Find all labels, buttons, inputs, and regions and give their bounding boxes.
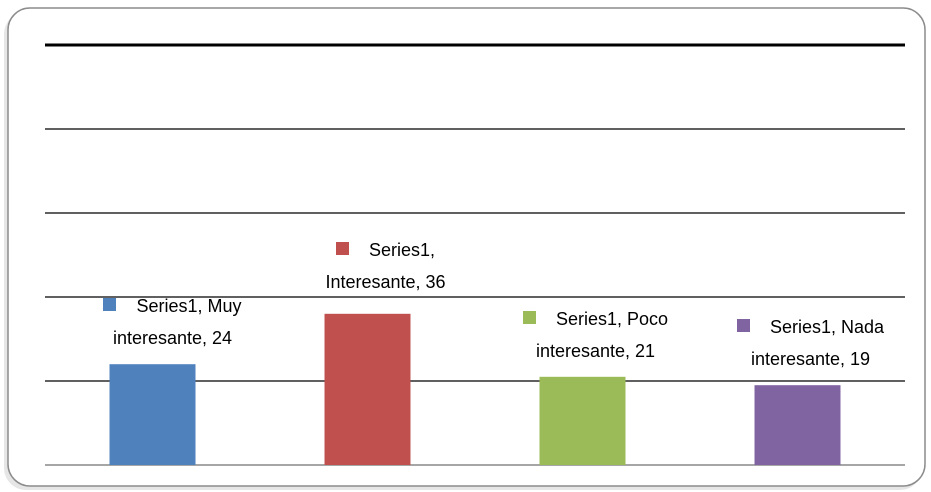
data-label-text: Series1, Interesante, 36 [325,239,446,292]
data-label-text: Series1, Poco interesante, 21 [535,308,669,361]
data-label: Series1, Interesante, 36 [291,234,481,298]
data-label-text: Series1, Nada interesante, 19 [750,317,885,370]
bar [754,385,841,465]
data-label: Series1, Nada interesante, 19 [716,311,906,375]
data-label: Series1, Muy interesante, 24 [78,290,268,354]
legend-key [522,310,536,324]
legend-key [736,319,750,333]
bar [109,364,196,465]
data-label-text: Series1, Muy interesante, 24 [112,296,242,349]
legend-key [335,241,349,255]
legend-key [103,298,117,312]
chart-frame [7,7,926,487]
data-label: Series1, Poco interesante, 21 [501,303,691,367]
bar [324,313,411,465]
bar [539,376,626,465]
